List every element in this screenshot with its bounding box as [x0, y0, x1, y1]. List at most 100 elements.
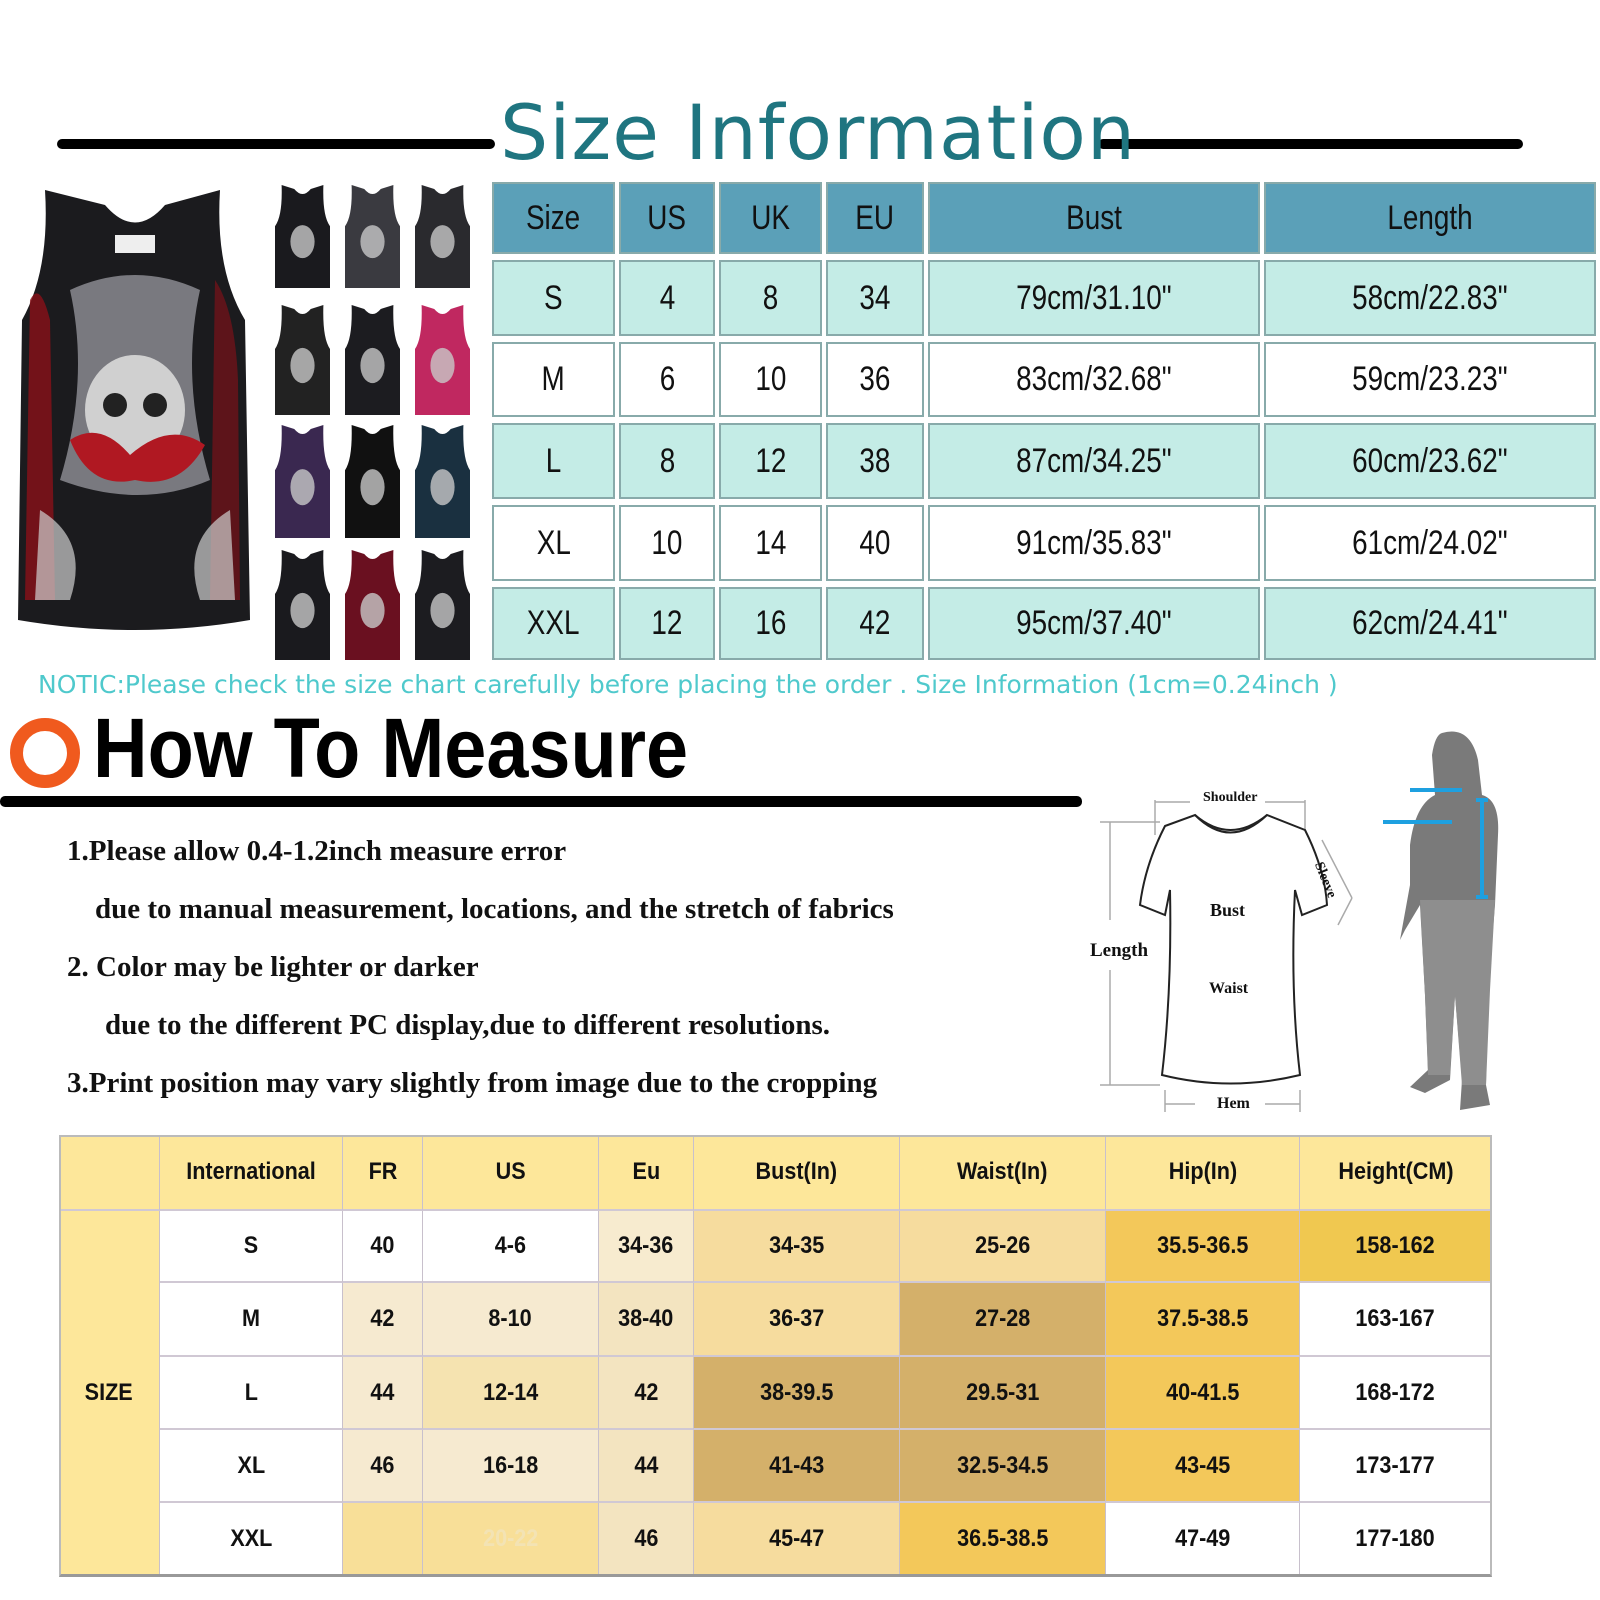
intl-table-cell-text: 46 — [370, 1451, 395, 1479]
intl-table-cell: 42 — [599, 1357, 694, 1430]
skull-print — [290, 347, 315, 384]
size-table-cell-text: 61cm/24.02" — [1352, 523, 1508, 562]
intl-table-header-text: Hip(In) — [1168, 1158, 1237, 1185]
body-silhouette — [1383, 731, 1499, 1110]
skull-print — [360, 225, 385, 259]
intl-table-cell-text: 27-28 — [974, 1305, 1031, 1332]
size-table-cell-text: 60cm/23.62" — [1352, 441, 1508, 480]
skull-print — [290, 469, 315, 506]
instruction-2-detail: due to the different PC display,due to d… — [105, 1009, 831, 1041]
page-title: Size Information — [500, 88, 1137, 177]
size-table-cell-text: 87cm/34.25" — [1016, 441, 1172, 480]
size-table-cell: 58cm/22.83" — [1264, 260, 1596, 336]
size-table-cell-text: 40 — [859, 523, 891, 562]
size-table-cell-text: 62cm/24.41" — [1352, 604, 1508, 642]
intl-table-cell: 40 — [343, 1211, 423, 1283]
intl-table-cell-text: 12-14 — [482, 1378, 539, 1406]
intl-table-cell: 42 — [343, 1283, 423, 1357]
skull-print — [360, 469, 385, 506]
size-table-cell: 40 — [826, 505, 924, 581]
size-table-cell-text: 8 — [659, 441, 675, 480]
intl-table-header-text: US — [495, 1158, 526, 1185]
intl-table-header-text: Bust(In) — [755, 1158, 838, 1185]
intl-table-cell: 36.5-38.5 — [900, 1503, 1106, 1577]
intl-table-cell: 40-41.5 — [1106, 1357, 1300, 1430]
intl-table-cell: 46 — [343, 1430, 423, 1503]
size-table-cell-text: S — [544, 278, 563, 317]
size-table-cell: 8 — [619, 423, 715, 499]
size-table-cell-text: L — [545, 441, 562, 480]
size-table-header: UK — [719, 182, 822, 254]
intl-table-cell: S — [160, 1211, 343, 1283]
intl-table-cell-text: 35.5-36.5 — [1156, 1232, 1249, 1259]
intl-table-cell-text: S — [243, 1232, 259, 1259]
size-table-cell-text: 12 — [651, 604, 683, 642]
intl-table-cell-text: 20-22 — [482, 1525, 539, 1552]
shirt-measure-diagram — [1100, 800, 1353, 1112]
intl-table-cell: 34-36 — [599, 1211, 694, 1283]
size-table-header-text: Size — [526, 198, 581, 237]
intl-table-cell-text: 168-172 — [1355, 1378, 1436, 1406]
instruction-1-detail: due to manual measurement, locations, an… — [95, 893, 894, 925]
title-rule-right — [1098, 139, 1523, 149]
intl-table-cell-text: 46 — [633, 1525, 659, 1552]
intl-table-header-text: Eu — [632, 1158, 660, 1185]
intl-table-cell-text: XL — [237, 1451, 265, 1479]
skull-print — [430, 469, 455, 506]
intl-table-header — [59, 1135, 160, 1211]
intl-table-cell: 12-14 — [423, 1357, 599, 1430]
size-table-header: EU — [826, 182, 924, 254]
size-table-cell-text: 4 — [659, 278, 675, 317]
intl-table-cell-text: 45-47 — [768, 1525, 825, 1552]
size-table-cell-text: XXL — [527, 604, 580, 642]
intl-table-cell: 38-39.5 — [694, 1357, 900, 1430]
intl-table-cell-text: 41-43 — [768, 1451, 825, 1479]
intl-table-cell: 45-47 — [694, 1503, 900, 1577]
size-table-cell: 83cm/32.68" — [928, 342, 1260, 417]
size-table-cell: XXL — [492, 587, 615, 660]
intl-table-cell: 173-177 — [1300, 1430, 1492, 1503]
size-table-cell-text: XL — [536, 523, 571, 562]
size-table-header: Length — [1264, 182, 1596, 254]
intl-table-cell: M — [160, 1283, 343, 1357]
size-table-cell: 12 — [619, 587, 715, 660]
intl-table-header: International — [160, 1135, 343, 1211]
size-table-cell: 79cm/31.10" — [928, 260, 1260, 336]
instruction-3: 3.Print position may vary slightly from … — [67, 1067, 878, 1099]
size-table-cell: 10 — [719, 342, 822, 417]
size-table-cell: 91cm/35.83" — [928, 505, 1260, 581]
size-table-header-text: US — [647, 198, 687, 237]
how-to-measure-title: How To Measure — [93, 701, 689, 795]
size-table-header-text: EU — [855, 198, 895, 237]
intl-table-cell: 29.5-31 — [900, 1357, 1106, 1430]
intl-table-cell-text: 38-39.5 — [759, 1378, 834, 1406]
size-table-cell-text: 34 — [859, 278, 891, 317]
intl-table-header: Bust(In) — [694, 1135, 900, 1211]
intl-table-cell-text: L — [244, 1378, 258, 1406]
size-table-cell: 34 — [826, 260, 924, 336]
intl-table-cell: 46 — [599, 1503, 694, 1577]
intl-table-cell: XXL — [160, 1503, 343, 1577]
size-table-cell: 4 — [619, 260, 715, 336]
intl-table-cell-text: XXL — [229, 1525, 273, 1552]
intl-table-cell-text: 40 — [370, 1232, 395, 1259]
size-table-header: Size — [492, 182, 615, 254]
size-table-cell: M — [492, 342, 615, 417]
size-table-cell-text: 95cm/37.40" — [1016, 604, 1172, 642]
intl-table-cell: 4-6 — [423, 1211, 599, 1283]
skull-print — [430, 225, 455, 259]
intl-table-cell: 20-22 — [423, 1503, 599, 1577]
size-table-cell: 14 — [719, 505, 822, 581]
intl-table-cell: 37.5-38.5 — [1106, 1283, 1300, 1357]
intl-table-cell-text: 163-167 — [1355, 1305, 1436, 1332]
size-group-label: SIZE — [59, 1211, 160, 1577]
label-bust: Bust — [1210, 900, 1246, 920]
intl-table-cell-text: 34-35 — [768, 1232, 825, 1259]
size-table-cell: 59cm/23.23" — [1264, 342, 1596, 417]
intl-table-cell-text: 37.5-38.5 — [1156, 1305, 1249, 1332]
title-rule-left — [57, 139, 495, 149]
size-table-cell-text: 14 — [754, 523, 787, 562]
label-waist: Waist — [1209, 980, 1249, 997]
size-notice: NOTIC:Please check the size chart carefu… — [38, 670, 1338, 699]
main-product-image — [18, 190, 250, 630]
